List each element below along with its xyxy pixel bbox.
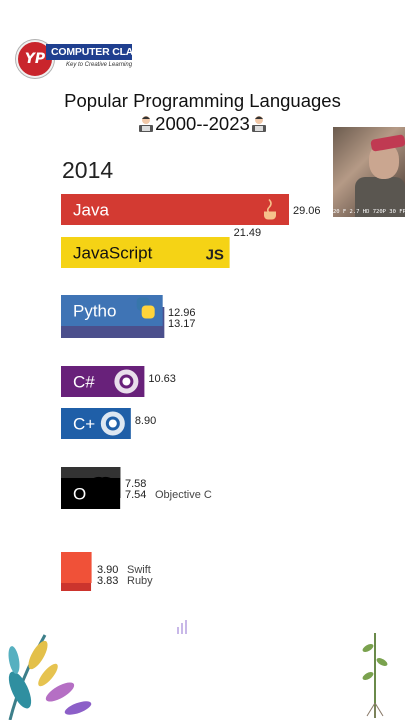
value-label: 3.83 [97,575,118,587]
bar-group: C+ [61,408,131,439]
value-label: 12.96 [168,307,196,319]
chart-title-line2: 2000--2023 [0,113,405,135]
series-name-label: Ruby [127,575,153,587]
bar-group: C# [61,366,145,397]
bar-group: JS JavaScript [61,237,230,268]
bar [61,552,92,583]
bar-group: Pytho [61,295,163,326]
bar-label: C# [73,373,95,392]
python-icon [136,297,155,319]
csharp-icon [114,369,139,394]
logo-tagline: Key to Creative Learning [66,62,133,68]
logo-name: COMPUTER CLASSES [46,44,161,60]
bar-label: C+ [73,415,95,434]
value-label: 3.90 [97,564,118,576]
series-name-label: Objective C [155,489,212,501]
value-label: 7.54 [125,489,146,501]
chart-title-line1: Popular Programming Languages [64,90,341,111]
bar-group [61,552,92,583]
bar [61,194,289,225]
sprout-decoration-icon [362,633,388,718]
webcam-hud: 20 F 2.7 HD 720P 30 FPS [333,209,405,215]
bar-label: JavaScript [73,244,153,263]
value-label: 10.63 [148,373,176,385]
java-cup-icon [264,198,276,220]
technologist-icon [251,116,266,132]
bar-group: Java [61,194,289,225]
java-cup-body [264,211,276,220]
brand-logo: YP COMPUTER CLASSES Key to Creative Lear… [16,38,161,80]
icon-hole [122,377,131,386]
value-label: 13.17 [168,318,196,330]
series-name-label: Swift [127,564,151,576]
bar-label: Java [73,201,109,220]
bar-label: O [73,485,86,504]
value-label: 21.49 [234,227,262,239]
apple-icon [86,476,118,498]
python-yellow [141,305,155,319]
js-icon: JS [206,247,224,264]
chart-title-years: 2000--2023 [155,113,250,134]
bar-label: Pytho [73,302,116,321]
value-label: 7.58 [125,478,146,490]
cpp-icon [100,411,125,436]
value-label: 8.90 [135,415,156,427]
bar [61,237,230,268]
webcam-overlay: 20 F 2.7 HD 720P 30 FPS [333,127,405,217]
bar-group: O [61,476,121,509]
bar-chart-icon [177,620,187,634]
value-label: 29.06 [293,205,321,217]
technologist-icon [139,116,154,132]
icon-hole [108,419,117,428]
java-steam [266,198,272,215]
leaf-decoration-icon [8,634,92,720]
year-label: 2014 [62,157,114,183]
